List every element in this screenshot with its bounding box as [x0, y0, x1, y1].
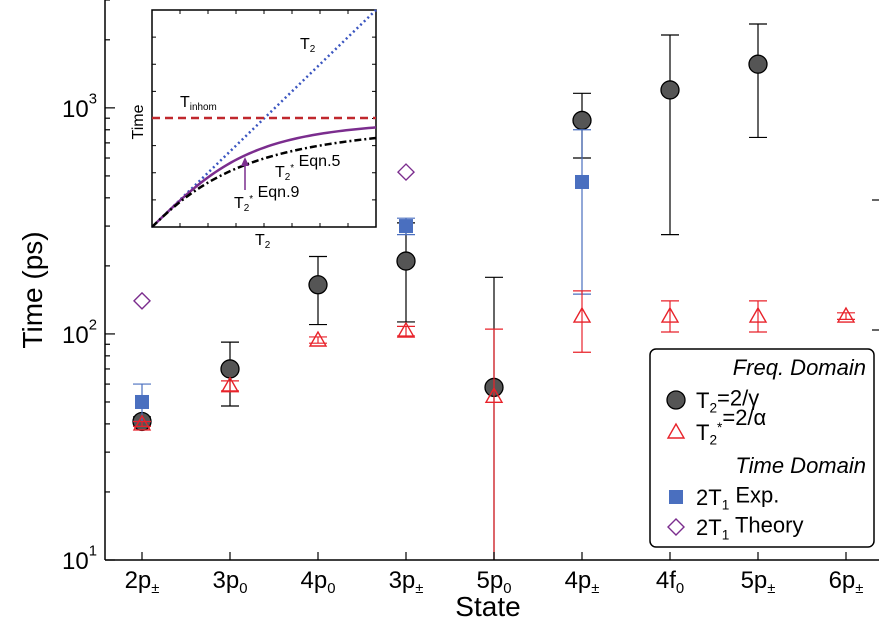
x-axis-title: State [455, 591, 520, 622]
y-axis-title: Time (ps) [17, 231, 48, 348]
legend-group-freq-title: Freq. Domain [733, 355, 866, 380]
t2-point [660, 80, 680, 100]
exp-point [399, 219, 413, 234]
t2star-error-bar [749, 300, 767, 333]
t2star-error-bar [397, 325, 415, 337]
t2star-error-bar [221, 380, 239, 392]
x-tick-label: 5p± [741, 567, 776, 597]
exp-point [575, 174, 589, 189]
y-tick-label: 103 [62, 91, 97, 122]
t2star-error-bar [485, 328, 503, 560]
y-tick-label: 101 [62, 544, 97, 575]
t2-error-bar [661, 34, 679, 236]
exp-point [135, 394, 149, 409]
t2star-point [132, 414, 152, 431]
legend-t2-label: T2=2/γ [696, 385, 759, 415]
inset-eqn9-label: T2* Eqn.9 [234, 184, 300, 214]
x-tick-label: 4p0 [301, 567, 336, 597]
inset-eqn5-label: T2* Eqn.5 [275, 153, 341, 183]
t2-point [396, 251, 416, 271]
axes: 101 102 103 2p± 3p0 4p0 3p± 5p0 4p± 4f0 5p± 6p± Stat… [17, 0, 879, 622]
t2-point [308, 275, 328, 295]
plot-area [132, 23, 856, 560]
inset-eqn9-curve [151, 126, 377, 228]
x-tick-label: 3p± [389, 567, 424, 597]
t2star-point [572, 306, 592, 323]
x-tick-label: 5p0 [477, 567, 512, 597]
legend-exp-label: 2T1 Exp. [696, 482, 779, 512]
legend-t2star-marker [666, 422, 686, 439]
legend: Freq. Domain T2=2/γT2*=2/α Time Domain 2T1 … [649, 348, 875, 548]
t2star-point [484, 386, 504, 403]
legend-box [649, 348, 875, 548]
legend-t2-marker [666, 390, 686, 410]
legend-theory-label: 2T1 Theory [696, 512, 803, 542]
theory-point [397, 163, 415, 182]
inset-eqn5-curve [151, 136, 377, 228]
inset-plot: Time T2 T2 Tinhom T2* Eqn.5T2* Eqn.9 [130, 9, 377, 251]
t2star-point [396, 321, 416, 338]
x-tick-label: 4p± [565, 567, 600, 597]
t2-point [572, 110, 592, 131]
legend-exp-marker [669, 490, 683, 504]
t2-error-bar [749, 23, 767, 139]
legend-theory-marker [667, 518, 685, 536]
x-tick-label: 4f0 [656, 567, 684, 597]
t2star-point [748, 306, 768, 323]
x-tick-label: 3p0 [213, 567, 248, 597]
t2star-point [220, 376, 240, 393]
inset-t2-label: T2 [300, 36, 316, 55]
theory-point [133, 291, 151, 310]
t2star-point [836, 306, 856, 323]
t2star-error-bar [661, 300, 679, 333]
t2star-point [660, 306, 680, 323]
y-tick-label: 102 [62, 318, 97, 349]
x-tick-label: 6p± [829, 567, 864, 597]
t2-point [748, 54, 768, 74]
t2star-point [308, 330, 328, 347]
inset-tinhom-label: Tinhom [180, 94, 217, 113]
legend-group-time-title: Time Domain [735, 453, 866, 478]
legend-t2star-label: T2*=2/α [696, 405, 767, 447]
inset-y-label: Time [130, 104, 147, 139]
inset-eqn9-arrowhead [241, 157, 249, 166]
inset-x-label: T2 [255, 232, 271, 251]
x-tick-label: 2p± [125, 567, 160, 597]
t2-point [220, 359, 240, 379]
